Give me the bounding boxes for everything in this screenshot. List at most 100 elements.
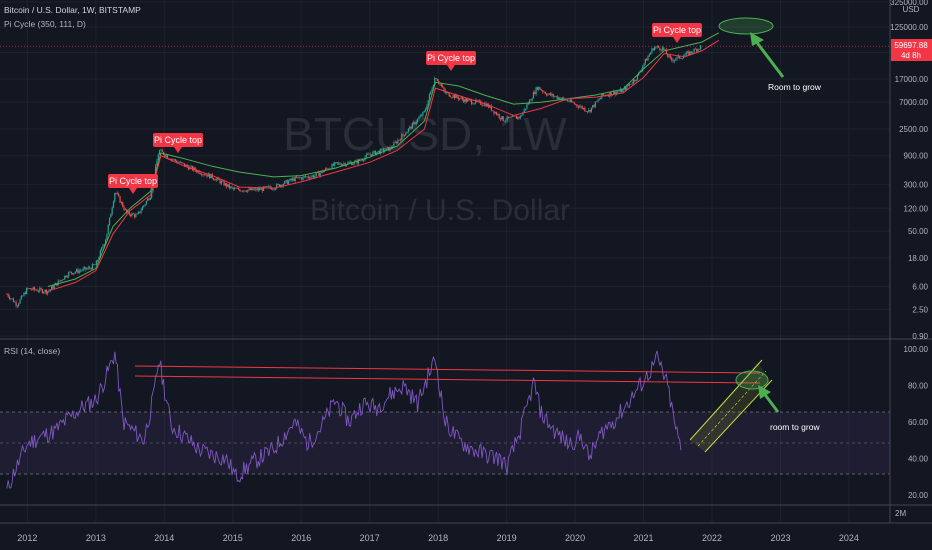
candle-body — [334, 162, 336, 166]
rsi-axis-tick: 20.00 — [908, 491, 929, 500]
candle-body — [366, 154, 369, 155]
price-callout-text[interactable]: Room to grow — [768, 82, 822, 92]
candle-body — [270, 187, 273, 190]
pi-cycle-label-2013[interactable]: Pi Cycle top — [108, 174, 158, 194]
rsi-legend[interactable]: RSI (14, close) — [4, 346, 61, 356]
candle-body — [581, 106, 583, 109]
candle-body — [617, 91, 619, 93]
candle-body — [178, 162, 180, 163]
candle-body — [239, 189, 241, 192]
candle-body — [490, 105, 492, 111]
candle-body — [228, 184, 230, 188]
last-price-tag[interactable]: 59697.88 4d 8h — [891, 39, 932, 61]
candle-body — [481, 104, 483, 106]
price-target-ellipse[interactable] — [718, 17, 774, 35]
candle-body — [259, 188, 261, 190]
candle-body — [445, 92, 448, 94]
rsi-pane — [6, 350, 682, 489]
candle-body — [297, 177, 299, 178]
rsi-line[interactable] — [6, 350, 682, 489]
candle-body — [598, 99, 600, 100]
candle-body — [493, 110, 495, 114]
candle-body — [29, 288, 32, 290]
rsi-callout-text[interactable]: room to grow — [770, 422, 820, 432]
candle-body — [451, 97, 453, 98]
candle-body — [51, 286, 53, 290]
candle-body — [556, 96, 558, 99]
candle-body — [18, 303, 20, 307]
candle-body — [385, 147, 387, 151]
candle-body — [174, 159, 176, 161]
pi-cycle-label-2021[interactable]: Pi Cycle top — [652, 23, 702, 43]
candle-body — [478, 100, 481, 102]
candle-body — [610, 92, 612, 96]
bar-countdown: 4d 8h — [901, 51, 921, 60]
candle-body — [577, 106, 579, 108]
candle-body — [32, 287, 34, 290]
candle-body — [73, 272, 75, 275]
pi-cycle-legend[interactable]: Pi Cycle (350, 111, D) — [4, 19, 86, 29]
candle-body — [277, 184, 279, 185]
candle-body — [497, 114, 499, 115]
rsi-channel-upper[interactable] — [689, 359, 763, 441]
candle-body — [83, 267, 86, 269]
rsi-resistance-line-lower[interactable] — [134, 375, 761, 384]
candle-body — [323, 170, 325, 173]
pi-cycle-label-2013b[interactable]: Pi Cycle top — [153, 133, 203, 153]
candle-body — [644, 59, 646, 64]
candle-body — [622, 89, 624, 93]
pi-cycle-label-2017[interactable]: Pi Cycle top — [426, 51, 476, 71]
candle-body — [547, 94, 549, 96]
candle-body — [111, 207, 113, 214]
time-axis-tick: 2013 — [86, 533, 106, 543]
candle-body — [592, 105, 594, 108]
candle-body — [87, 267, 90, 269]
candle-body — [276, 184, 278, 189]
pi-cycle-long-ma[interactable] — [47, 32, 720, 287]
candle-body — [697, 48, 699, 52]
candle-body — [631, 83, 633, 85]
candle-body — [8, 296, 11, 299]
time-axis-tick: 2018 — [428, 533, 448, 543]
candle-body — [439, 83, 441, 85]
candle-body — [588, 109, 590, 112]
candle-body — [7, 294, 9, 297]
candle-body — [309, 177, 311, 179]
candle-body — [318, 171, 320, 176]
candle-body — [207, 173, 209, 177]
pi-cycle-label-text: Pi Cycle top — [109, 176, 157, 186]
candle-body — [112, 201, 115, 208]
candle-body — [45, 289, 47, 294]
price-axis-tick: 6.00 — [912, 282, 928, 291]
candle-body — [310, 176, 312, 179]
candle-body — [256, 188, 258, 191]
rsi-callout-arrow[interactable] — [758, 385, 780, 413]
candle-body — [532, 92, 535, 99]
pi-cycle-short-ma[interactable] — [47, 39, 720, 292]
candle-body — [14, 301, 16, 303]
candle-body — [284, 181, 286, 185]
candle-body — [505, 120, 507, 122]
candle-body — [295, 176, 298, 178]
rsi-target-ellipse[interactable] — [735, 370, 769, 390]
time-axis-tick: 2015 — [223, 533, 243, 543]
candle-body — [422, 111, 424, 116]
candle-body — [180, 162, 182, 163]
candle-body — [522, 112, 524, 116]
candle-body — [289, 178, 291, 181]
symbol-legend[interactable]: Bitcoin / U.S. Dollar, 1W, BITSTAMP — [4, 5, 141, 15]
candle-body — [120, 202, 122, 203]
candle-body — [511, 115, 514, 118]
candle-body — [53, 284, 55, 289]
candle-body — [397, 140, 399, 144]
candle-body — [237, 188, 240, 190]
rsi-axis-tick: 40.00 — [908, 454, 929, 463]
candle-body — [524, 108, 527, 110]
candle-body — [507, 116, 510, 118]
candle-body — [575, 104, 577, 105]
rsi-resistance-line-upper[interactable] — [134, 365, 761, 374]
candle-body — [502, 116, 504, 122]
candle-body — [494, 112, 496, 114]
time-axis-tick: 2014 — [154, 533, 174, 543]
candle-body — [468, 99, 470, 101]
